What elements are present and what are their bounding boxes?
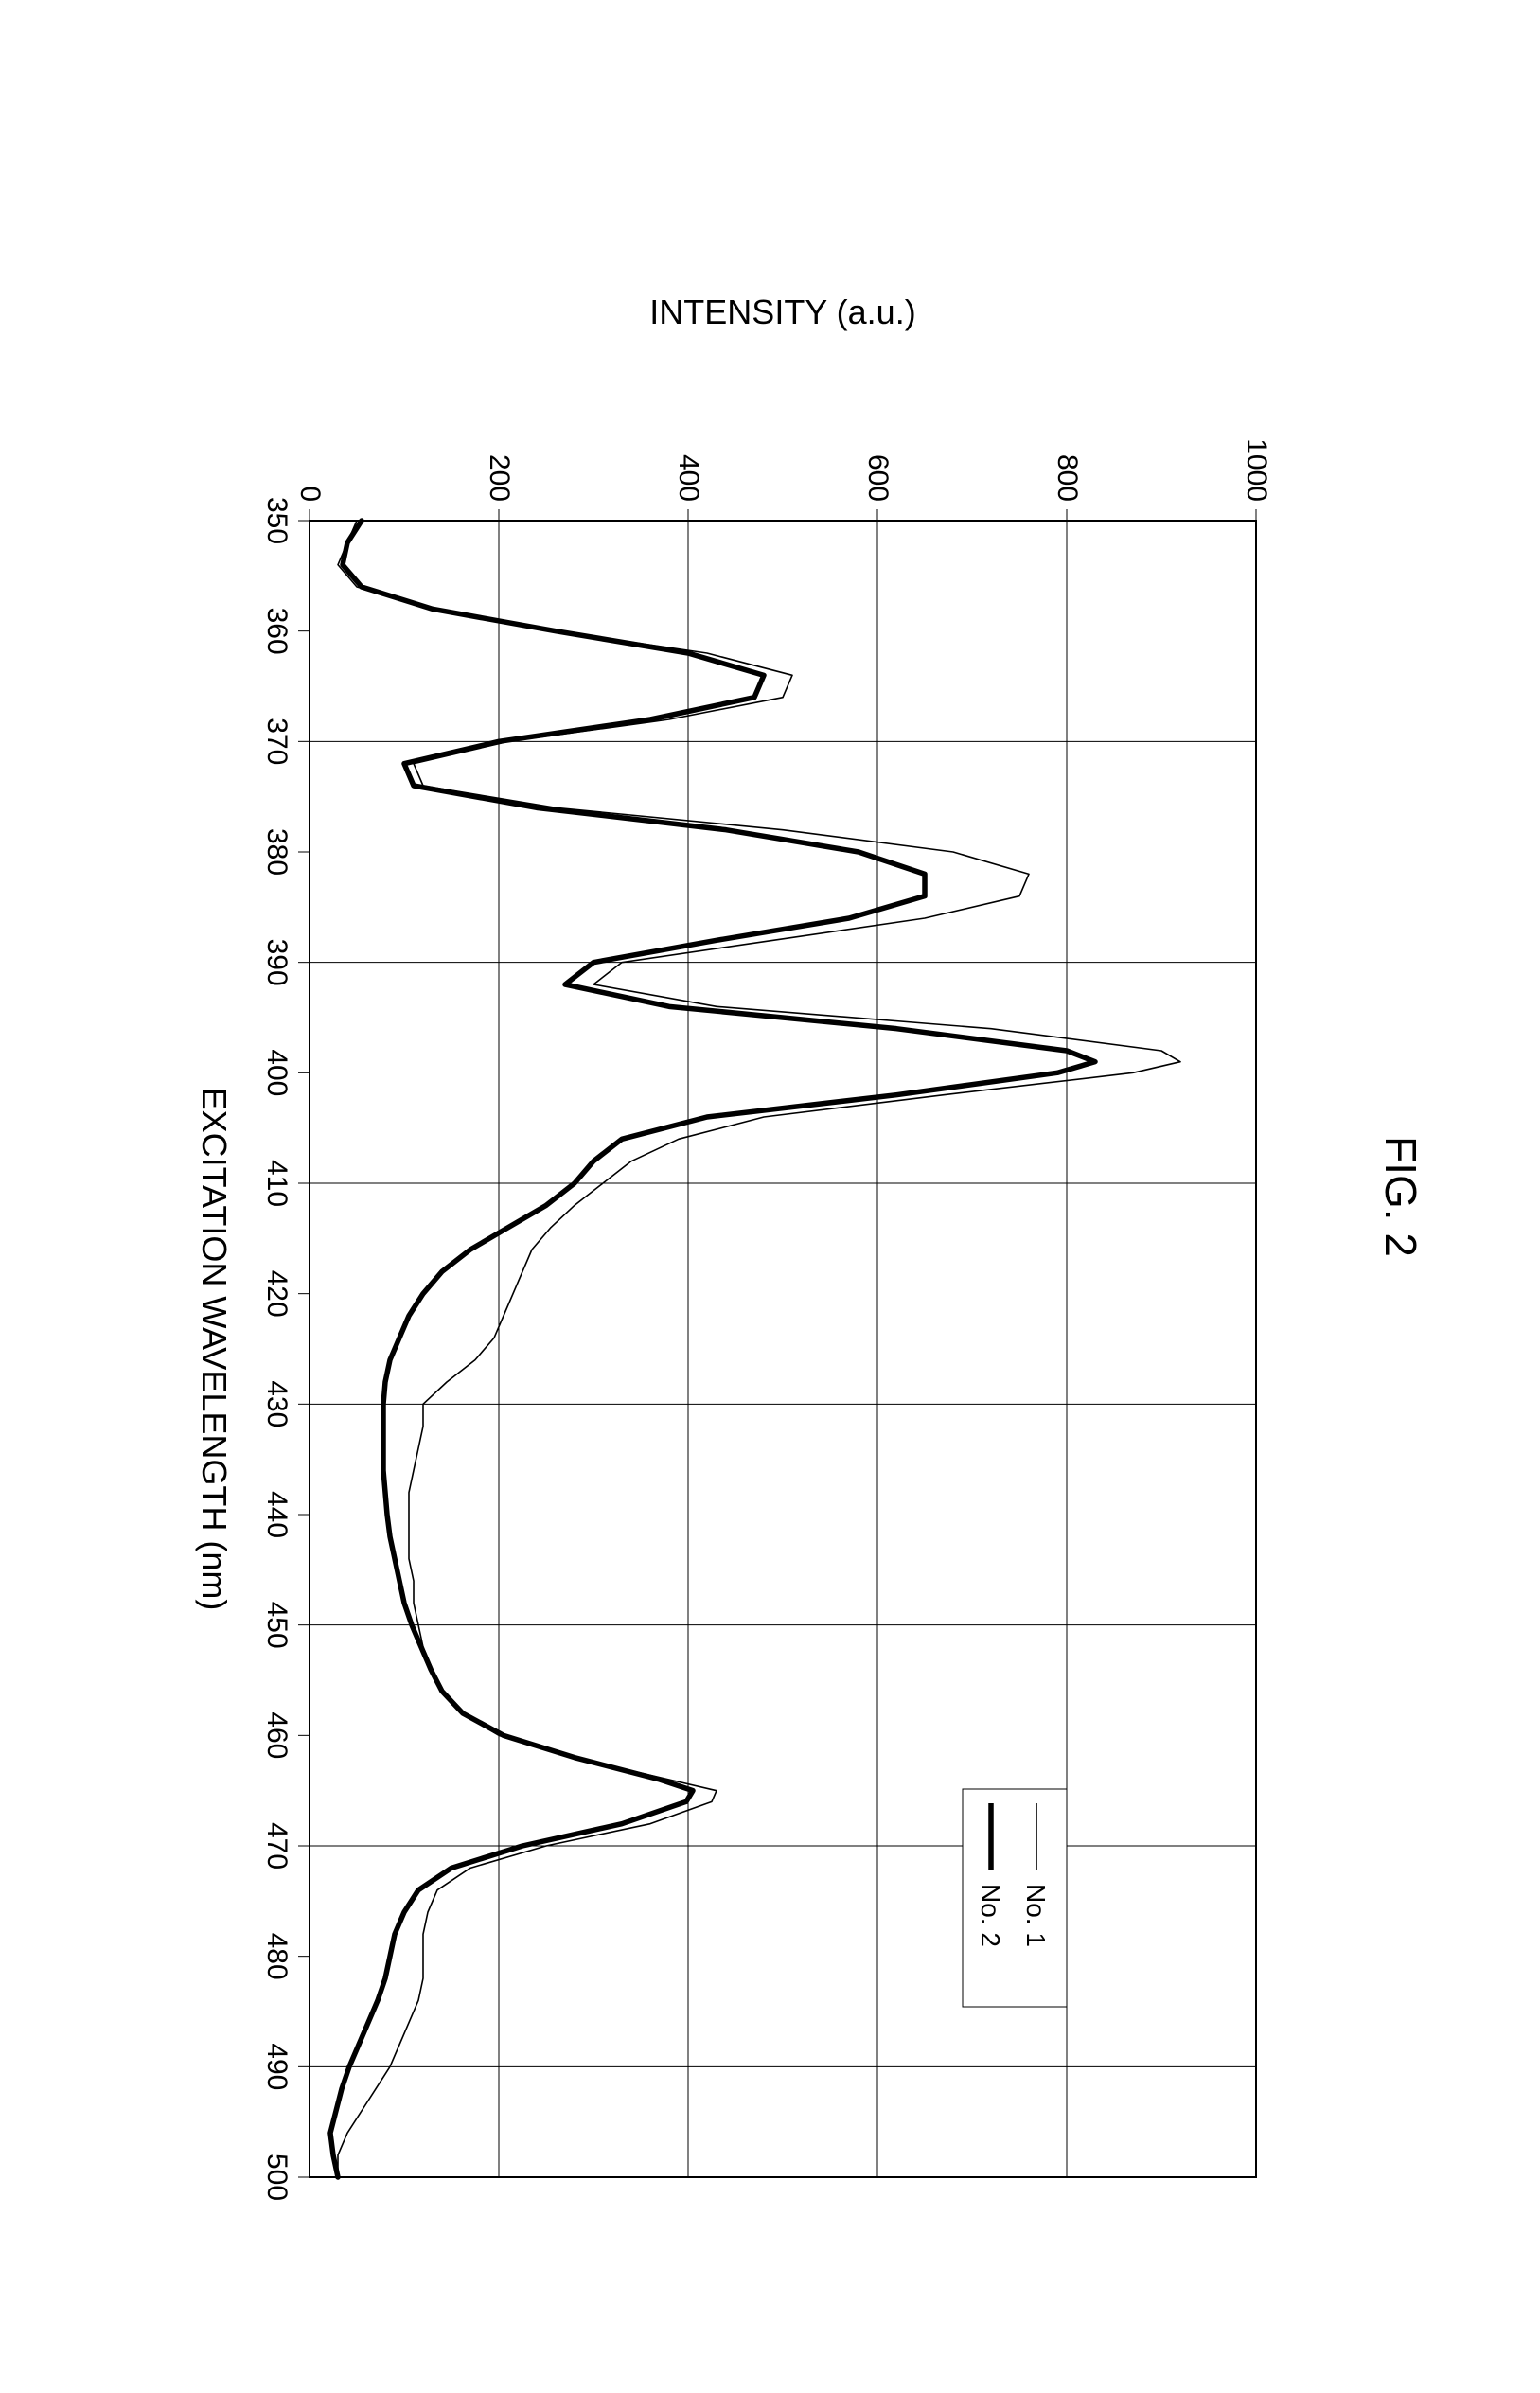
x-tick-label: 390: [260, 939, 292, 986]
figure-title-text: FIG. 2: [1376, 1136, 1425, 1257]
x-tick-label: 400: [260, 1049, 292, 1096]
y-tick-label: 400: [672, 454, 704, 502]
chart-frame: No. 1 No. 2: [310, 521, 1256, 2177]
x-tick-label: 370: [260, 718, 292, 765]
x-tick-label: 500: [260, 2154, 292, 2201]
x-tick-label: 470: [260, 1822, 292, 1870]
x-tick-label: 350: [260, 497, 292, 544]
x-tick-label: 450: [260, 1602, 292, 1649]
x-tick-label: 430: [260, 1380, 292, 1427]
chart-svg: No. 1 No. 2: [310, 521, 1256, 2177]
legend-label-1: No. 1: [1021, 1884, 1051, 1947]
x-tick-label: 360: [260, 608, 292, 655]
legend-label-2: No. 2: [976, 1884, 1005, 1947]
x-tick-label: 380: [260, 828, 292, 876]
y-axis-label-text: INTENSITY (a.u.): [649, 292, 915, 331]
y-tick-label: 200: [483, 454, 515, 502]
legend: No. 1 No. 2: [963, 1789, 1067, 2007]
x-tick-label: 460: [260, 1711, 292, 1759]
x-tick-label: 420: [260, 1270, 292, 1318]
x-axis-label-text: EXCITATION WAVELENGTH (nm): [195, 1088, 234, 1611]
x-tick-label: 440: [260, 1491, 292, 1538]
x-tick-label: 480: [260, 1933, 292, 1980]
y-tick-label: 1000: [1240, 438, 1272, 502]
x-tick-label: 410: [260, 1160, 292, 1207]
y-axis-label: INTENSITY (a.u.): [649, 292, 915, 332]
x-tick-label: 490: [260, 2043, 292, 2090]
y-tick-label: 0: [293, 486, 326, 502]
axes-border: [310, 521, 1256, 2177]
y-tick-label: 800: [1051, 454, 1083, 502]
x-axis-label: EXCITATION WAVELENGTH (nm): [194, 521, 234, 2177]
figure-title: FIG. 2: [1375, 0, 1426, 2393]
y-tick-label: 600: [861, 454, 894, 502]
